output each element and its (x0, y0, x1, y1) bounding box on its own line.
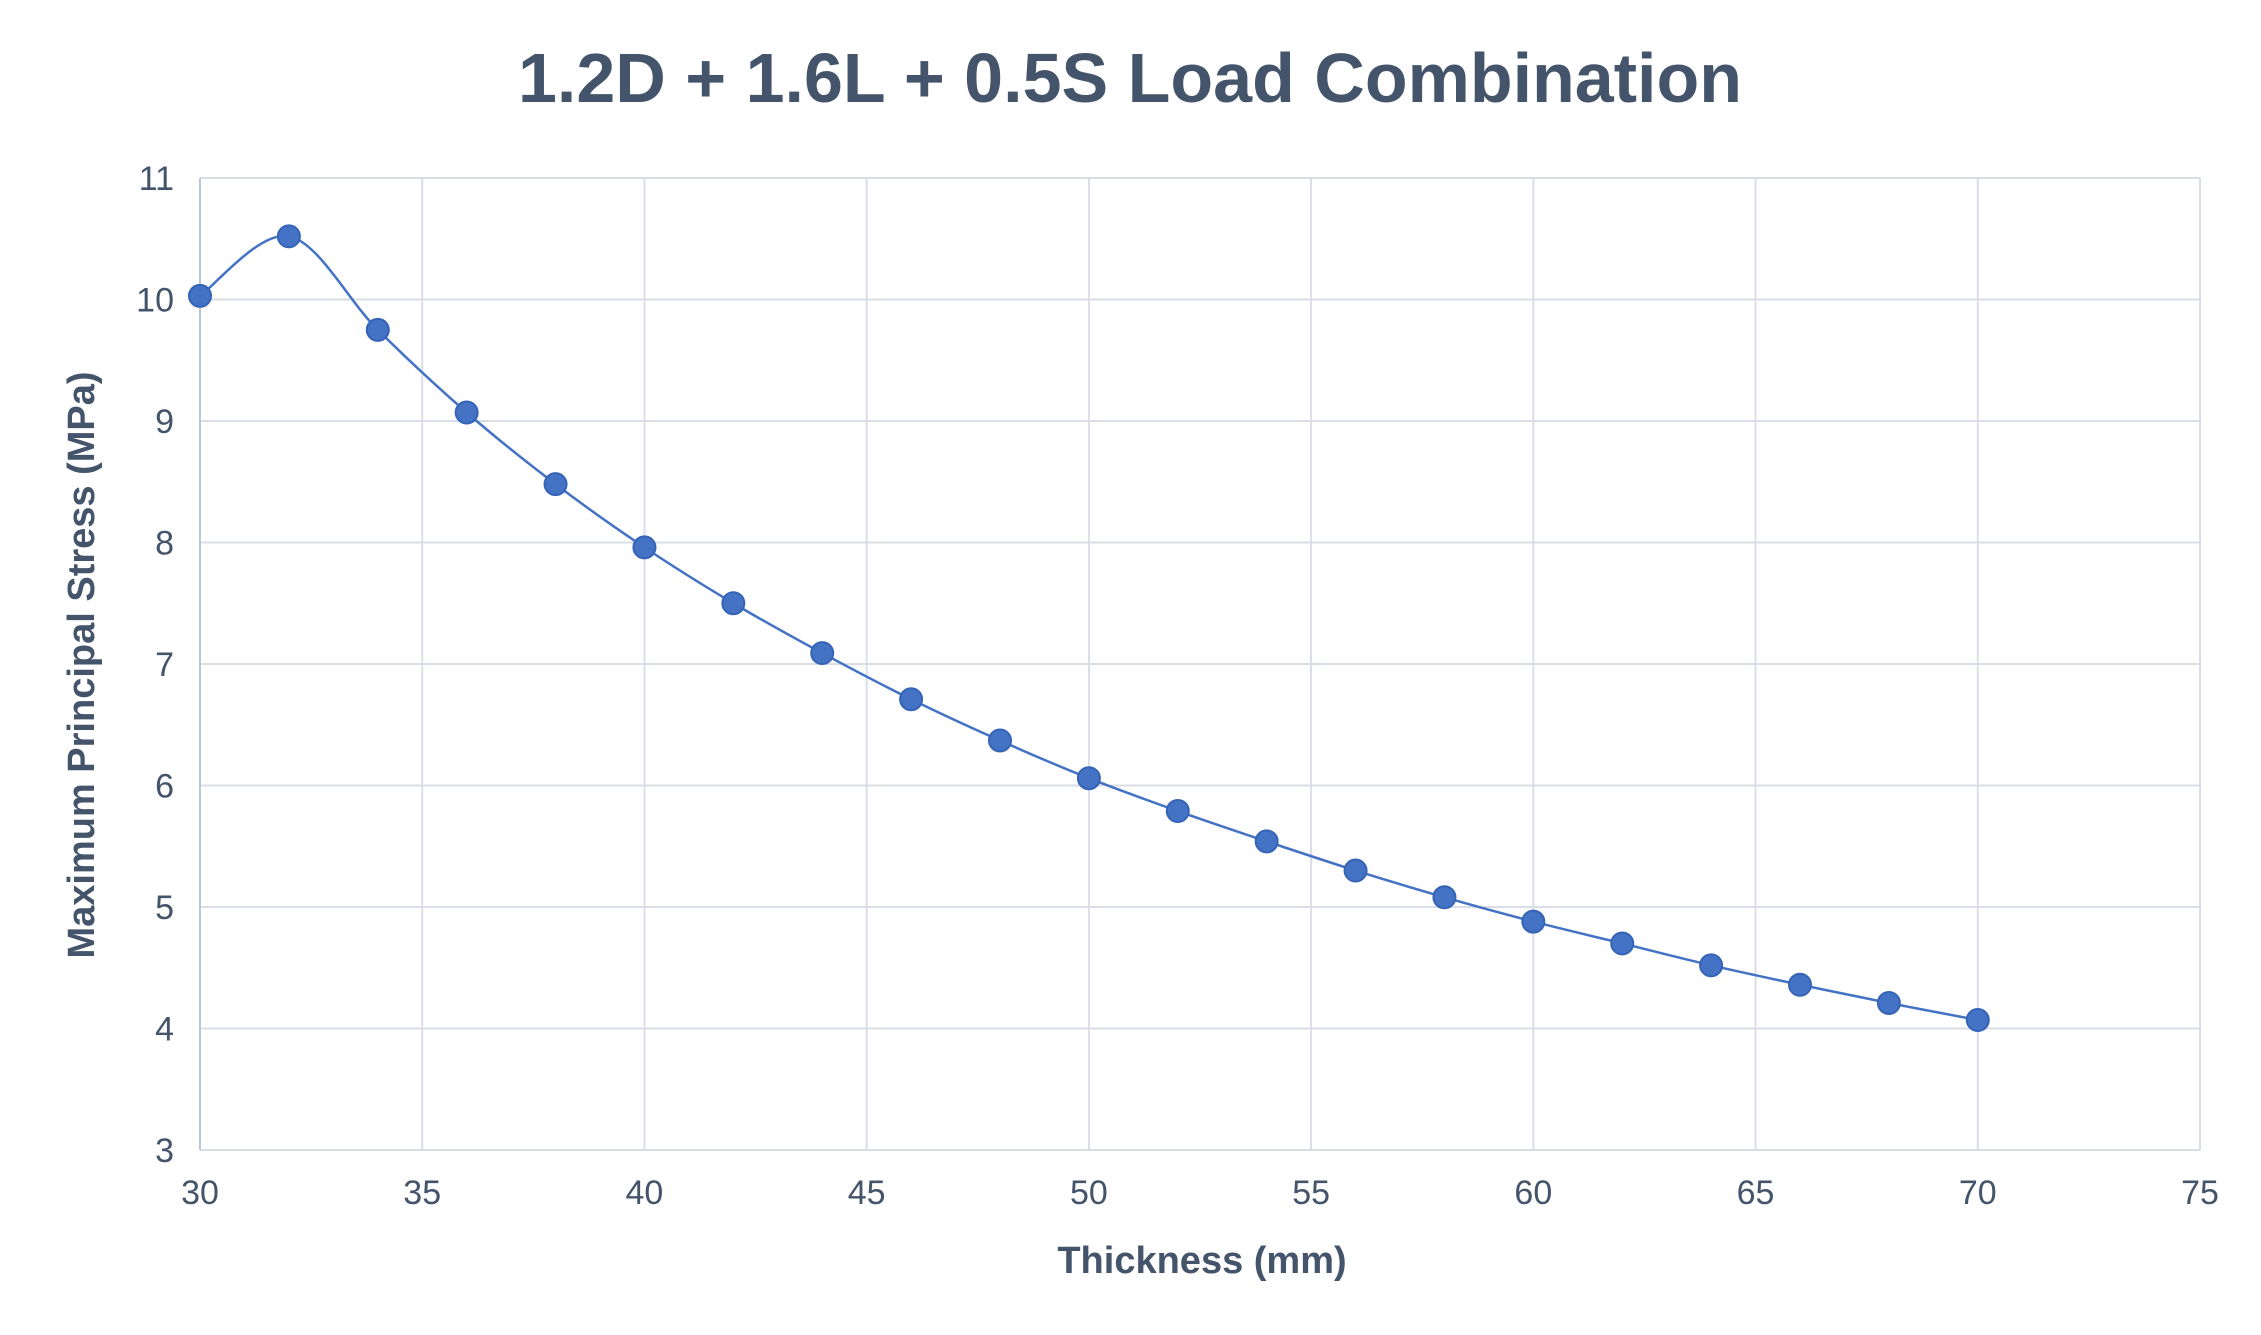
y-tick-label: 8 (155, 525, 174, 563)
data-point (988, 728, 1012, 753)
data-point (721, 591, 746, 616)
x-tick-label: 30 (181, 1174, 219, 1212)
y-tick-label: 4 (155, 1011, 174, 1049)
data-point (1876, 990, 1901, 1015)
y-tick-label: 10 (136, 282, 174, 320)
data-point (1788, 972, 1812, 997)
y-tick-label: 11 (139, 160, 174, 198)
data-point (1165, 799, 1190, 824)
data-point (276, 224, 301, 249)
y-tick-label: 3 (155, 1132, 174, 1170)
x-tick-label: 45 (848, 1174, 886, 1212)
data-point (810, 641, 835, 666)
data-point (365, 317, 390, 342)
data-point (543, 472, 568, 497)
x-tick-labels: 30 35 40 45 50 55 60 65 70 75 (181, 1174, 2219, 1212)
data-point (899, 687, 924, 712)
y-tick-label: 6 (155, 768, 174, 806)
x-tick-label: 55 (1292, 1174, 1330, 1212)
data-point (1521, 909, 1546, 934)
x-tick-label: 65 (1737, 1174, 1775, 1212)
x-tick-label: 50 (1070, 1174, 1108, 1212)
data-point (1076, 766, 1101, 791)
grid-lines (199, 177, 2201, 1151)
data-point (1254, 829, 1279, 854)
y-tick-label: 9 (155, 403, 174, 441)
x-axis-label: Thickness (mm) (1057, 1240, 1346, 1282)
data-point (188, 283, 212, 308)
x-tick-label: 75 (2181, 1174, 2219, 1212)
data-points (188, 224, 1990, 1032)
x-tick-label: 60 (1514, 1174, 1552, 1212)
data-point (632, 535, 657, 560)
chart-title: 1.2D + 1.6L + 0.5S Load Combination (518, 39, 1742, 117)
data-point (1699, 953, 1724, 978)
x-tick-label: 40 (626, 1174, 664, 1212)
data-point (1965, 1007, 1990, 1032)
x-tick-label: 35 (403, 1174, 441, 1212)
data-point (1432, 885, 1457, 910)
x-tick-label: 70 (1959, 1174, 1997, 1212)
data-point (1343, 858, 1368, 883)
y-tick-label: 5 (155, 889, 174, 927)
y-axis-label: Maximum Principal Stress (MPa) (61, 371, 103, 958)
data-point (1610, 931, 1635, 956)
y-tick-label: 7 (155, 646, 174, 684)
y-tick-labels: 3 4 5 6 7 8 9 10 11 (136, 160, 174, 1170)
data-point (454, 400, 479, 425)
